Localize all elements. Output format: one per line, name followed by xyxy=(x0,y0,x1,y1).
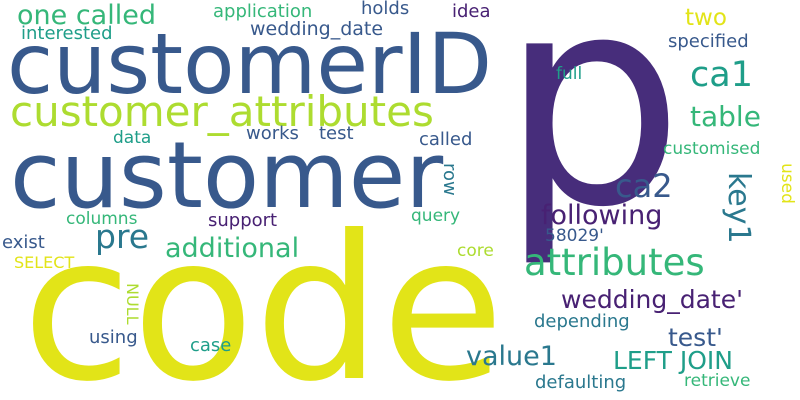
word-support: support xyxy=(208,210,278,231)
word-additional: additional xyxy=(165,233,300,264)
word-test-quoted: test' xyxy=(668,323,723,352)
word-specified: specified xyxy=(668,31,749,52)
word-one-called: one called xyxy=(17,0,156,31)
word-full: full xyxy=(556,64,583,84)
word-two: two xyxy=(685,5,727,31)
word-retrieve: retrieve xyxy=(684,371,751,391)
word-attributes: attributes xyxy=(524,241,705,284)
word-idea: idea xyxy=(452,1,491,22)
word-wedding-date: wedding_date xyxy=(250,18,384,40)
word-columns: columns xyxy=(66,209,138,229)
word-ca2: ca2 xyxy=(615,167,673,205)
word-value1: value1 xyxy=(466,341,557,372)
word-customer: customer xyxy=(10,122,444,229)
word-select: SELECT xyxy=(14,253,75,272)
word-defaulting: defaulting xyxy=(535,372,627,393)
word-key1: key1 xyxy=(721,172,756,244)
word-called: called xyxy=(419,129,473,150)
word-test: test xyxy=(319,123,354,144)
word-application: application xyxy=(213,1,313,22)
word-interested: interested xyxy=(21,23,113,44)
word-customerID: customerID xyxy=(7,15,493,113)
word-table: table xyxy=(690,100,761,133)
word-depending: depending xyxy=(534,311,630,332)
word-core: core xyxy=(457,241,494,261)
word-wedding-date-quoted: wedding_date' xyxy=(561,285,743,314)
word-customer-attributes: customer_attributes xyxy=(10,87,434,136)
word-holds: holds xyxy=(361,0,410,19)
word-left-join: LEFT JOIN xyxy=(613,346,734,375)
word-code: code xyxy=(22,193,505,400)
word-following: following xyxy=(541,200,663,231)
word-ca1: ca1 xyxy=(690,55,753,95)
word-data: data xyxy=(113,128,152,148)
word-pre: pre xyxy=(95,217,150,256)
word-58029: 58029' xyxy=(545,226,604,246)
word-using: using xyxy=(89,327,138,348)
word-query: query xyxy=(411,206,461,226)
word-used: used xyxy=(777,163,797,204)
word-customised: customised xyxy=(663,139,761,159)
word-row: row xyxy=(439,163,460,196)
word-works: works xyxy=(246,123,299,144)
word-exist: exist xyxy=(2,232,45,253)
word-case: case xyxy=(190,335,232,356)
word-null: NULL xyxy=(123,283,142,325)
word-p: p xyxy=(500,0,685,271)
